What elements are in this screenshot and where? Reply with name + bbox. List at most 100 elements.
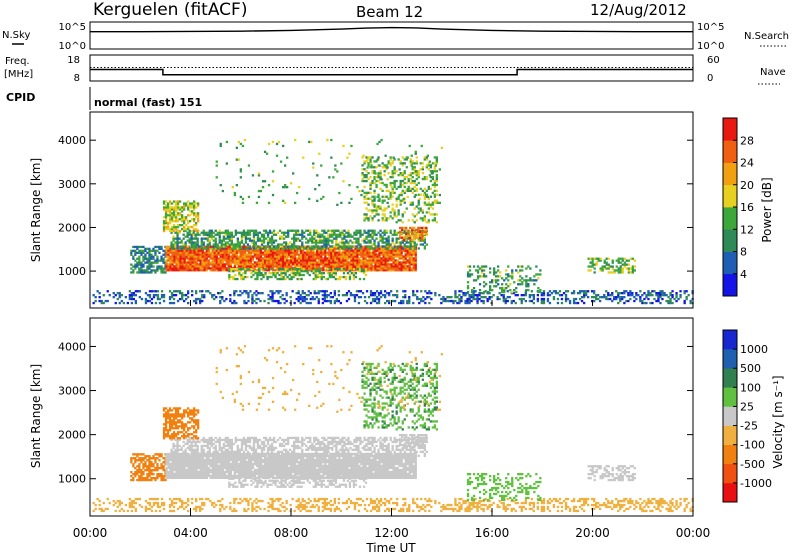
heatmap-cell-2 (356, 257, 359, 260)
heatmap-cell-4 (189, 220, 192, 223)
heatmap-cell-3 (206, 237, 209, 240)
heatmap-cell-8 (480, 275, 484, 278)
heatmap-cell-1 (150, 255, 153, 258)
heatmap-cell-3 (186, 239, 189, 242)
heatmap-cell-6 (363, 176, 366, 179)
heatmap-cell-1 (142, 263, 145, 266)
heatmap-cell-1 (148, 249, 151, 252)
heatmap-cell-0 (309, 505, 312, 509)
heatmap-cell-0 (293, 301, 296, 305)
heatmap-cell-6 (393, 183, 396, 187)
heatmap-cell-0 (508, 296, 511, 299)
heatmap-cell-6 (409, 187, 412, 190)
heatmap-cell-2 (330, 267, 333, 270)
heatmap-cell-2 (255, 263, 259, 266)
heatmap-cell-2 (380, 263, 383, 266)
heatmap-cell-8 (511, 275, 514, 278)
heatmap-cell-2 (243, 245, 247, 248)
heatmap-cell-2 (201, 269, 204, 272)
heatmap-cell-0 (546, 299, 550, 303)
heatmap-cell-10 (308, 140, 311, 144)
heatmap-cell-6 (435, 199, 438, 202)
heatmap-cell-2 (225, 247, 228, 250)
heatmap-cell-3 (274, 245, 278, 248)
heatmap-cell-0 (102, 509, 105, 513)
heatmap-cell-6 (397, 195, 400, 198)
heatmap-cell-2 (374, 257, 377, 260)
heatmap-cell-4 (178, 224, 182, 227)
heatmap-cell-2 (173, 267, 176, 270)
heatmap-cell-2 (179, 263, 182, 266)
heatmap-cell-1 (130, 267, 133, 270)
heatmap-cell-2 (370, 267, 373, 270)
heatmap-cell-2 (290, 253, 293, 256)
heatmap-cell-2 (221, 261, 224, 264)
heatmap-cell-2 (175, 263, 178, 266)
heatmap-cell-10 (316, 174, 319, 177)
heatmap-cell-5 (318, 272, 321, 275)
heatmap-cell-2 (304, 267, 307, 270)
heatmap-cell-0 (106, 507, 109, 511)
heatmap-cell-9 (629, 271, 632, 274)
heatmap-cell-5 (334, 270, 337, 273)
heatmap-cell-8 (537, 277, 540, 280)
heatmap-cell-3 (367, 231, 370, 234)
heatmap-cell-3 (405, 245, 408, 248)
heatmap-cell-0 (379, 290, 383, 293)
heatmap-cell-5 (340, 275, 343, 279)
heatmap-cell-2 (205, 257, 208, 260)
heatmap-cell-7 (399, 230, 402, 233)
heatmap-cell-9 (599, 269, 602, 272)
heatmap-cell-3 (409, 247, 412, 250)
heatmap-cell-8 (533, 283, 536, 286)
heatmap-cell-0 (478, 292, 481, 295)
heatmap-cell-3 (252, 247, 256, 250)
heatmap-cell-2 (275, 269, 279, 272)
heatmap-cell-0 (388, 501, 391, 505)
heatmap-cell-3 (283, 247, 286, 250)
heatmap-cell-3 (212, 243, 215, 246)
heatmap-cell-2 (191, 255, 194, 258)
heatmap-cell-0 (528, 296, 531, 299)
heatmap-cell-2 (173, 249, 176, 252)
heatmap-cell-1 (130, 251, 133, 254)
heatmap-cell-8 (505, 277, 508, 280)
heatmap-cell-2 (263, 261, 267, 264)
heatmap-cell-3 (224, 237, 227, 240)
heatmap-cell-3 (413, 245, 416, 248)
heatmap-cell-9 (607, 265, 610, 268)
heatmap-cell-2 (201, 257, 204, 260)
heatmap-cell-3 (254, 243, 258, 246)
heatmap-cell-2 (249, 255, 253, 258)
heatmap-cell-6 (377, 172, 380, 175)
heatmap-cell-2 (398, 263, 401, 266)
heatmap-cell-2 (394, 263, 397, 266)
heatmap-cell-0 (172, 290, 176, 293)
heatmap-cell-0 (275, 290, 278, 293)
heatmap-cell-6 (393, 209, 396, 212)
heatmap-cell-4 (195, 222, 198, 225)
heatmap-cell-7 (401, 232, 404, 235)
heatmap-cell-0 (271, 292, 274, 295)
heatmap-cell-0 (578, 290, 582, 293)
heatmap-cell-2 (229, 251, 232, 254)
heatmap-cell-6 (417, 170, 420, 173)
heatmap-cell-9 (601, 267, 604, 270)
heatmap-cell-0 (283, 505, 286, 509)
heatmap-cell-5 (272, 272, 275, 275)
freq-tick-bottom: 8 (74, 73, 80, 84)
heatmap-cell-0 (464, 301, 467, 305)
heatmap-cell-2 (279, 253, 283, 256)
heatmap-cell-0 (361, 292, 365, 295)
heatmap-cell-2 (414, 257, 417, 260)
heatmap-cell-4 (174, 200, 178, 203)
heatmap-cell-0 (462, 294, 465, 297)
heatmap-cell-2 (326, 259, 329, 262)
heatmap-cell-6 (393, 168, 396, 171)
heatmap-cell-10 (346, 156, 349, 159)
heatmap-cell-2 (408, 259, 411, 262)
heatmap-cell-0 (472, 294, 475, 297)
heatmap-cell-7 (405, 232, 408, 235)
heatmap-cell-2 (296, 257, 299, 260)
